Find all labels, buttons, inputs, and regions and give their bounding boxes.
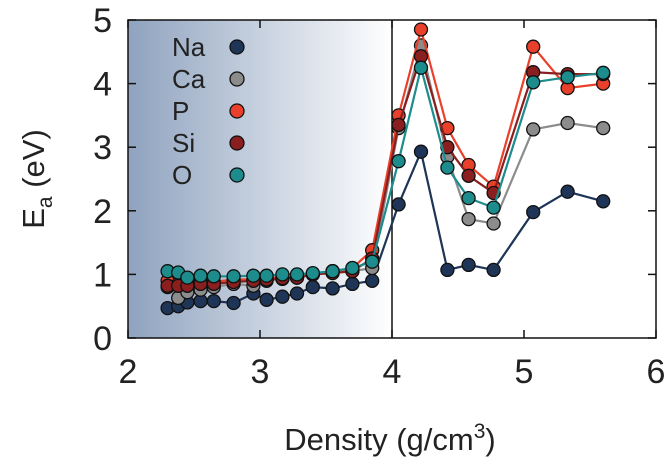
data-point xyxy=(193,268,208,283)
series-na xyxy=(160,144,611,316)
x-tick-label: 6 xyxy=(647,353,666,391)
data-point xyxy=(391,154,406,169)
data-point xyxy=(526,122,541,137)
data-point xyxy=(305,279,320,295)
data-point xyxy=(526,204,541,220)
data-point xyxy=(413,22,429,37)
data-point xyxy=(560,70,575,85)
data-point xyxy=(461,168,476,183)
data-point xyxy=(486,200,501,215)
data-point xyxy=(461,190,476,206)
x-axis-label: Density (g/cm3) xyxy=(284,420,496,457)
y-tick-label: 0 xyxy=(93,320,112,358)
data-point xyxy=(596,65,611,80)
x-tick-label: 2 xyxy=(119,353,138,391)
data-point xyxy=(486,216,501,231)
data-point xyxy=(345,260,360,276)
data-point xyxy=(226,269,241,284)
legend-marker xyxy=(229,71,245,87)
legend-marker xyxy=(229,39,245,55)
legend-label: P xyxy=(172,96,189,126)
y-tick-label: 1 xyxy=(93,256,112,294)
data-point xyxy=(440,160,455,175)
data-point xyxy=(325,264,340,279)
y-tick-label: 3 xyxy=(93,129,112,167)
data-point xyxy=(180,270,195,285)
data-point xyxy=(526,39,541,54)
x-axis-label-tail: ) xyxy=(485,422,495,457)
data-point xyxy=(461,257,476,273)
x-axis-label-main: Density (g/cm xyxy=(284,422,473,457)
x-tick-label: 3 xyxy=(251,353,270,391)
data-point xyxy=(596,194,611,209)
data-point xyxy=(325,281,340,296)
legend-label: Na xyxy=(172,32,206,62)
data-point xyxy=(259,292,274,307)
data-point xyxy=(345,276,360,292)
y-tick-label: 4 xyxy=(93,66,112,104)
series-layer xyxy=(160,22,611,316)
data-point xyxy=(413,60,429,75)
data-point xyxy=(246,268,261,283)
data-point xyxy=(289,267,305,282)
data-point xyxy=(486,262,501,278)
y-axis-label-tail: (eV) xyxy=(16,129,51,196)
data-point xyxy=(275,289,290,304)
legend-label: Ca xyxy=(172,64,206,94)
data-point xyxy=(413,144,429,159)
series-o xyxy=(160,60,611,285)
data-point xyxy=(391,197,406,212)
x-tick-label: 5 xyxy=(515,353,534,391)
legend-marker xyxy=(229,103,245,119)
legend-label: Si xyxy=(172,128,195,158)
data-point xyxy=(206,293,221,309)
data-point xyxy=(275,267,290,282)
data-point xyxy=(440,262,455,278)
data-point xyxy=(461,211,476,227)
data-point xyxy=(560,184,575,199)
legend-marker xyxy=(229,167,245,183)
data-point xyxy=(206,269,221,284)
legend-marker xyxy=(229,135,245,151)
y-tick-label: 5 xyxy=(93,2,112,40)
y-tick-label: 2 xyxy=(93,193,112,231)
data-point xyxy=(259,268,274,283)
x-axis-label-sup: 3 xyxy=(474,420,486,443)
data-point xyxy=(226,295,241,311)
data-point xyxy=(391,117,406,133)
y-axis-label-sub: a xyxy=(34,196,57,208)
data-point xyxy=(365,254,380,269)
y-axis-label: Ea (eV) xyxy=(16,129,57,229)
data-point xyxy=(305,265,320,281)
axes-layer: 2 3 4 5 6 0 1 2 3 4 5 xyxy=(93,2,665,391)
data-point xyxy=(596,120,611,136)
data-point xyxy=(560,115,575,131)
x-tick-label: 4 xyxy=(383,353,402,391)
legend-label: O xyxy=(172,160,192,190)
data-point xyxy=(365,273,380,288)
data-point xyxy=(526,75,541,90)
data-point xyxy=(289,286,305,301)
y-axis-label-main: E xyxy=(16,208,51,229)
